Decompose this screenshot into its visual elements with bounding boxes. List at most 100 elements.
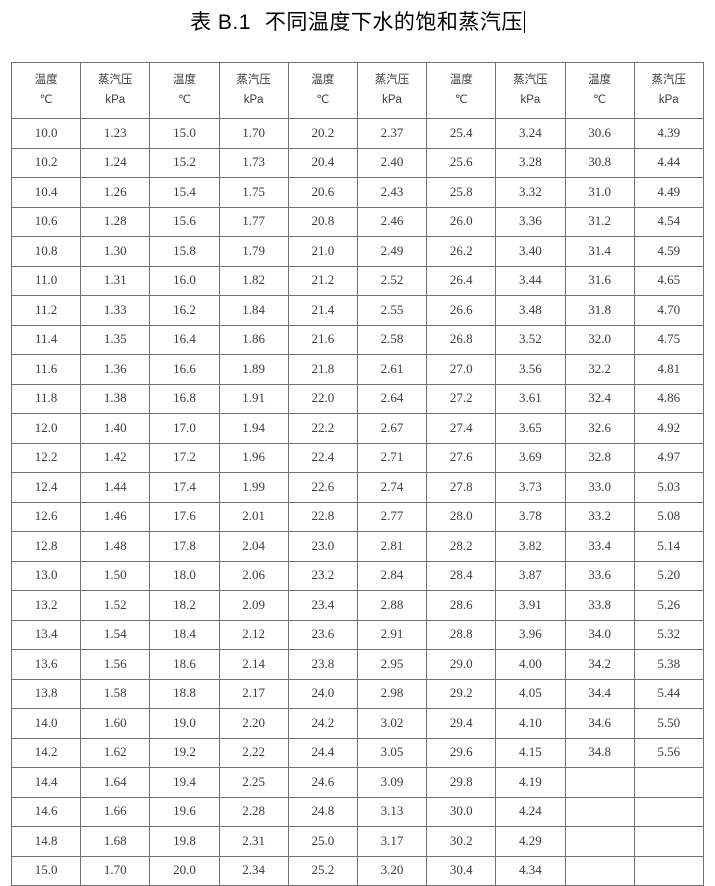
temperature-cell: 19.2 [149, 737, 220, 768]
vapor-pressure-cell: 2.09 [218, 590, 289, 621]
temperature-cell: 30.8 [564, 147, 635, 178]
vapor-pressure-cell: 2.64 [356, 383, 428, 414]
vapor-pressure-cell: 1.82 [218, 265, 289, 296]
temperature-cell: 27.8 [426, 472, 497, 503]
column-header-name: 蒸汽压 [98, 74, 133, 87]
vapor-pressure-cell: 5.26 [633, 590, 704, 621]
table-row: 14.0 1.60 19.0 2.20 24.2 3.02 29.4 4.10 34.6 5.50 [10, 708, 704, 739]
temperature-cell: 22.0 [287, 383, 358, 414]
temperature-cell: 25.6 [426, 147, 497, 178]
column-header-name: 蒸汽压 [236, 74, 271, 87]
vapor-pressure-cell: 4.49 [633, 177, 704, 208]
temperature-cell: 23.0 [287, 531, 358, 562]
temperature-cell: 30.0 [426, 796, 497, 827]
vapor-pressure-cell: 1.68 [80, 826, 151, 857]
temperature-cell: 32.6 [564, 413, 635, 444]
column-header-unit: ℃ [178, 93, 191, 106]
temperature-cell: 21.2 [287, 265, 358, 296]
empty-cell [564, 855, 635, 886]
vapor-pressure-cell: 5.08 [633, 501, 704, 532]
column-header-1: 温度 ℃ [10, 62, 82, 119]
temperature-cell: 10.8 [10, 236, 82, 267]
vapor-pressure-cell: 1.33 [80, 295, 151, 326]
empty-cell [564, 796, 635, 827]
temperature-cell: 25.8 [426, 177, 497, 208]
temperature-cell: 26.8 [426, 324, 497, 355]
vapor-pressure-cell: 1.58 [80, 678, 151, 709]
temperature-cell: 12.2 [10, 442, 82, 473]
temperature-cell: 28.6 [426, 590, 497, 621]
temperature-cell: 14.4 [10, 767, 82, 798]
table-row: 11.2 1.33 16.2 1.84 21.4 2.55 26.6 3.48 31.8 4.70 [10, 295, 704, 326]
temperature-cell: 24.2 [287, 708, 358, 739]
temperature-cell: 19.0 [149, 708, 220, 739]
vapor-pressure-cell: 4.59 [633, 236, 704, 267]
vapor-pressure-cell: 2.95 [356, 649, 428, 680]
vapor-pressure-cell: 1.96 [218, 442, 289, 473]
vapor-pressure-cell: 4.81 [633, 354, 704, 385]
vapor-pressure-cell: 2.74 [356, 472, 428, 503]
vapor-pressure-cell: 1.44 [80, 472, 151, 503]
vapor-pressure-cell: 1.31 [80, 265, 151, 296]
vapor-pressure-cell: 4.00 [495, 649, 566, 680]
temperature-cell: 29.0 [426, 649, 497, 680]
column-header-10: 蒸汽压 kPa [633, 62, 704, 119]
vapor-pressure-cell: 2.77 [356, 501, 428, 532]
temperature-cell: 27.2 [426, 383, 497, 414]
temperature-cell: 11.2 [10, 295, 82, 326]
vapor-pressure-cell: 1.91 [218, 383, 289, 414]
table-row: 12.4 1.44 17.4 1.99 22.6 2.74 27.8 3.73 33.0 5.03 [10, 472, 704, 503]
temperature-cell: 29.6 [426, 737, 497, 768]
temperature-cell: 20.0 [149, 855, 220, 886]
vapor-pressure-cell: 3.96 [495, 619, 566, 650]
table-row: 11.4 1.35 16.4 1.86 21.6 2.58 26.8 3.52 32.0 4.75 [10, 324, 704, 355]
vapor-pressure-cell: 4.29 [495, 826, 566, 857]
temperature-cell: 14.2 [10, 737, 82, 768]
vapor-pressure-cell: 3.44 [495, 265, 566, 296]
temperature-cell: 25.2 [287, 855, 358, 886]
column-header-unit: kPa [382, 93, 402, 106]
column-header-name: 温度 [588, 74, 612, 87]
temperature-cell: 23.4 [287, 590, 358, 621]
temperature-cell: 23.2 [287, 560, 358, 591]
vapor-pressure-cell: 4.44 [633, 147, 704, 178]
empty-cell [633, 767, 704, 798]
temperature-cell: 13.6 [10, 649, 82, 680]
temperature-cell: 11.8 [10, 383, 82, 414]
table-header-row: 温度 ℃ 蒸汽压 kPa 温度 ℃ 蒸汽压 kPa 温度 ℃ 蒸汽压 kPa 温度 ℃ 蒸汽压 kPa 温度 ℃ 蒸… [10, 62, 704, 119]
column-header-unit: ℃ [593, 93, 607, 106]
temperature-cell: 29.8 [426, 767, 497, 798]
vapor-pressure-cell: 1.38 [80, 383, 151, 414]
column-header-name: 温度 [172, 74, 196, 87]
vapor-pressure-cell: 5.03 [633, 472, 704, 503]
temperature-cell: 34.4 [564, 678, 635, 709]
vapor-pressure-cell: 1.75 [218, 177, 289, 208]
temperature-cell: 18.2 [149, 590, 220, 621]
temperature-cell: 17.8 [149, 531, 220, 562]
vapor-pressure-cell: 3.20 [356, 855, 428, 886]
temperature-cell: 15.2 [149, 147, 220, 178]
table-caption-label: 不同温度下水的饱和蒸汽压 [264, 11, 523, 34]
vapor-pressure-cell: 2.34 [218, 855, 289, 886]
vapor-pressure-cell: 3.52 [495, 324, 566, 355]
temperature-cell: 21.0 [287, 236, 358, 267]
empty-cell [633, 826, 704, 857]
vapor-pressure-cell: 3.32 [495, 177, 566, 208]
vapor-pressure-cell: 4.24 [495, 796, 566, 827]
vapor-pressure-cell: 1.36 [80, 354, 151, 385]
temperature-cell: 13.0 [10, 560, 82, 591]
vapor-pressure-cell: 2.01 [218, 501, 289, 532]
table-row: 10.6 1.28 15.6 1.77 20.8 2.46 26.0 3.36 31.2 4.54 [10, 206, 704, 237]
vapor-pressure-cell: 2.67 [356, 413, 428, 444]
table-row: 14.2 1.62 19.2 2.22 24.4 3.05 29.6 4.15 34.8 5.56 [10, 737, 704, 768]
vapor-pressure-cell: 3.13 [356, 796, 428, 827]
temperature-cell: 28.0 [426, 501, 497, 532]
temperature-cell: 21.4 [287, 295, 358, 326]
vapor-pressure-cell: 1.86 [218, 324, 289, 355]
saturated-vapor-pressure-table-container: 温度 ℃ 蒸汽压 kPa 温度 ℃ 蒸汽压 kPa 温度 ℃ 蒸汽压 kPa 温度 ℃ 蒸汽压 kPa 温度 ℃ 蒸… [10, 62, 704, 886]
vapor-pressure-cell: 5.56 [633, 737, 704, 768]
vapor-pressure-cell: 1.56 [80, 649, 151, 680]
vapor-pressure-cell: 2.25 [218, 767, 289, 798]
vapor-pressure-cell: 3.02 [356, 708, 428, 739]
column-header-unit: kPa [658, 93, 679, 106]
